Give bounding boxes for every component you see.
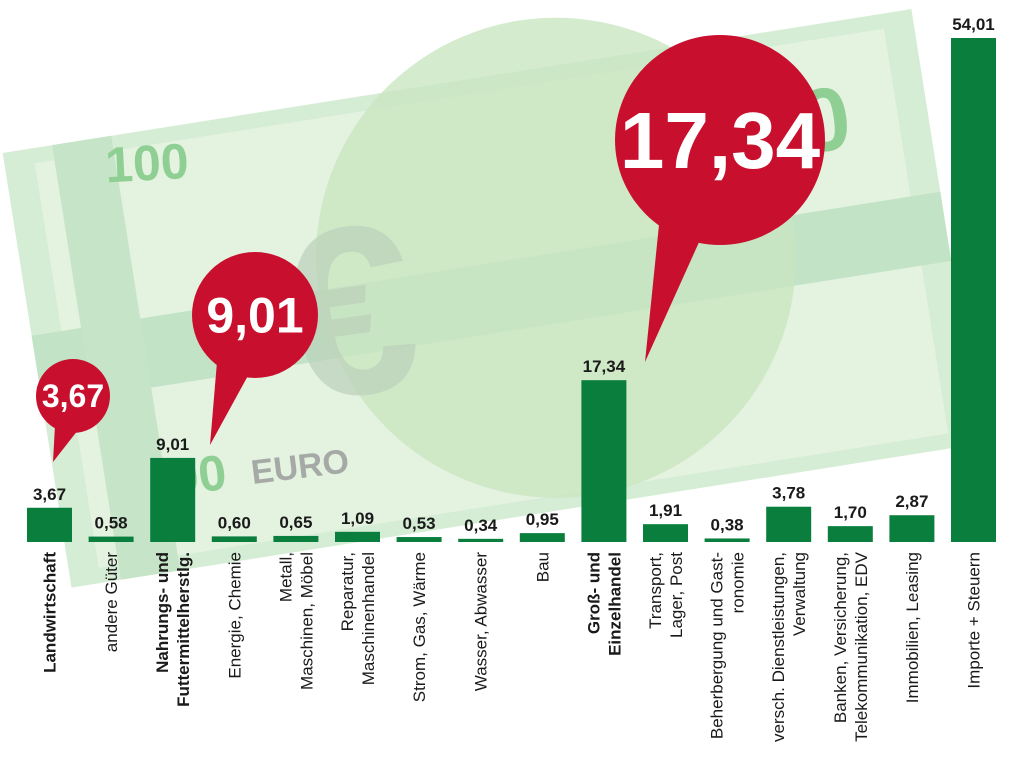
callout-label-0: 3,67 xyxy=(42,378,104,414)
value-label-10: 1,91 xyxy=(649,501,682,520)
bar-5 xyxy=(335,531,380,542)
category-label-6: Strom, Gas, Wärme xyxy=(410,552,429,702)
category-label-8: Bau xyxy=(533,552,552,582)
category-label-13: Banken, Versicherung, Telekommunikation, … xyxy=(831,551,871,742)
value-label-8: 0,95 xyxy=(526,510,559,529)
value-label-1: 0,58 xyxy=(95,514,128,533)
value-label-11: 0,38 xyxy=(711,515,744,534)
value-label-15: 54,01 xyxy=(952,15,995,34)
bar-4 xyxy=(273,535,319,542)
bar-6 xyxy=(396,537,442,542)
category-label-9: Groß- und Einzelhandel xyxy=(584,552,624,656)
bar-13 xyxy=(827,526,873,542)
banknote-number: 100 xyxy=(104,133,190,193)
svg-text:Futtermittelherstlg.: Futtermittelherstlg. xyxy=(174,552,193,707)
category-label-4: Metall, Maschinen, Möbel xyxy=(276,552,316,690)
svg-text:Einzelhandel: Einzelhandel xyxy=(605,552,624,656)
category-label-0: Landwirtschaft xyxy=(41,552,60,673)
category-label-5: Reparatur, Maschinenhandel xyxy=(338,552,378,685)
svg-text:Reparatur,: Reparatur, xyxy=(338,552,357,631)
value-label-14: 2,87 xyxy=(895,492,928,511)
svg-text:Strom, Gas, Wärme: Strom, Gas, Wärme xyxy=(410,552,429,702)
value-label-2: 9,01 xyxy=(156,435,189,454)
bar-3 xyxy=(211,536,257,542)
bar-14 xyxy=(889,515,935,542)
value-label-7: 0,34 xyxy=(464,516,498,535)
category-label-1: andere Güter xyxy=(102,552,121,653)
svg-text:ronomie: ronomie xyxy=(729,552,748,613)
value-label-0: 3,67 xyxy=(33,485,66,504)
callout-bubble-0: 3,67 xyxy=(36,359,110,462)
svg-text:Landwirtschaft: Landwirtschaft xyxy=(41,552,60,673)
svg-text:Groß- und: Groß- und xyxy=(584,552,603,634)
bar-11 xyxy=(704,538,750,542)
callout-label-9: 17,34 xyxy=(620,96,821,185)
value-label-5: 1,09 xyxy=(341,509,374,528)
bar-15 xyxy=(951,38,996,542)
bar-1 xyxy=(88,536,134,542)
category-label-15: Importe + Steuern xyxy=(965,552,984,689)
svg-text:Verwaltung: Verwaltung xyxy=(790,552,809,636)
category-label-7: Wasser, Abwasser xyxy=(472,552,491,692)
value-label-9: 17,34 xyxy=(583,357,626,376)
svg-text:versch. Dienstleistungen,: versch. Dienstleistungen, xyxy=(769,552,788,742)
svg-text:Lager, Post: Lager, Post xyxy=(667,552,686,638)
svg-text:Metall,: Metall, xyxy=(276,552,295,602)
bar-7 xyxy=(458,538,504,542)
category-label-14: Immobilien, Leasing xyxy=(903,552,922,703)
bar-2 xyxy=(150,457,196,542)
callout-bubble-9: 17,34 xyxy=(615,35,825,362)
svg-text:Wasser, Abwasser: Wasser, Abwasser xyxy=(472,552,491,692)
svg-text:Banken, Versicherung,: Banken, Versicherung, xyxy=(831,552,850,723)
svg-text:andere Güter: andere Güter xyxy=(102,552,121,653)
category-label-2: Nahrungs- und Futtermittelherstlg. xyxy=(153,552,193,707)
svg-text:Beherbergung und Gast-: Beherbergung und Gast- xyxy=(708,552,727,739)
bar-0 xyxy=(27,507,72,542)
category-label-11: Beherbergung und Gast-ronomie xyxy=(708,552,748,739)
bar-9 xyxy=(581,380,627,542)
svg-text:Immobilien, Leasing: Immobilien, Leasing xyxy=(903,552,922,703)
svg-text:Maschinenhandel: Maschinenhandel xyxy=(359,552,378,685)
category-label-10: Transport, Lager, Post xyxy=(646,552,686,638)
bar-8 xyxy=(519,533,565,542)
svg-text:Energie, Chemie: Energie, Chemie xyxy=(225,552,244,679)
svg-text:Bau: Bau xyxy=(533,552,552,582)
value-label-6: 0,53 xyxy=(403,514,436,533)
svg-text:Telekommunikation, EDV: Telekommunikation, EDV xyxy=(852,551,871,742)
svg-text:Importe + Steuern: Importe + Steuern xyxy=(965,552,984,689)
value-label-4: 0,65 xyxy=(279,513,312,532)
svg-text:Nahrungs- und: Nahrungs- und xyxy=(153,552,172,673)
category-label-3: Energie, Chemie xyxy=(225,552,244,679)
bar-12 xyxy=(766,506,812,542)
value-label-3: 0,60 xyxy=(218,513,251,532)
value-label-12: 3,78 xyxy=(772,484,805,503)
value-label-13: 1,70 xyxy=(834,503,867,522)
svg-text:Transport,: Transport, xyxy=(646,552,665,629)
bar-10 xyxy=(643,524,688,542)
svg-text:Maschinen, Möbel: Maschinen, Möbel xyxy=(297,552,316,690)
callout-label-2: 9,01 xyxy=(206,288,303,344)
category-label-12: versch. Dienstleistungen, Verwaltung xyxy=(769,552,809,742)
callout-bubble-2: 9,01 xyxy=(192,252,318,445)
